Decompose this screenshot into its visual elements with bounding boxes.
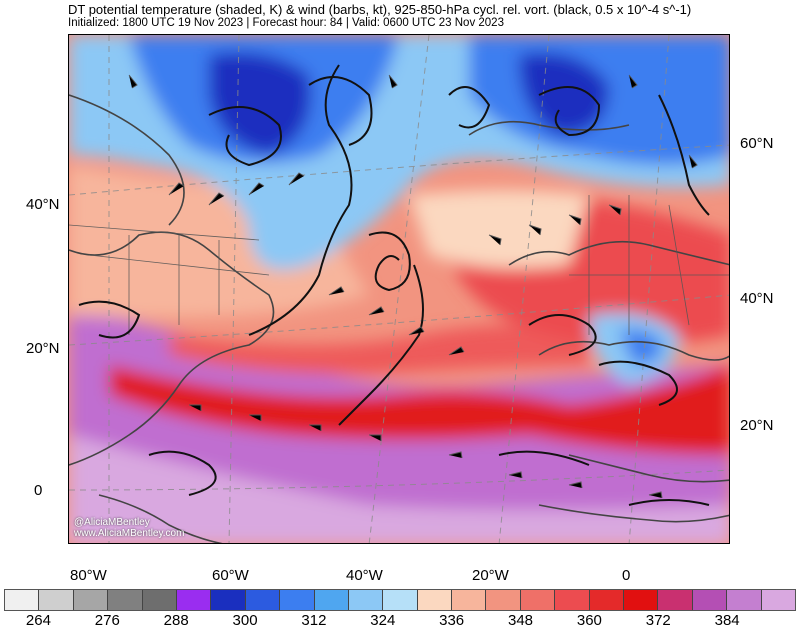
colorbar-label: 336 [439, 612, 465, 629]
colorbar-label: 360 [576, 612, 602, 629]
colorbar-label: 384 [714, 612, 740, 629]
credit-handle: @AliciaMBentley [74, 517, 150, 528]
colorbar-swatch [417, 590, 453, 610]
lon-label: 0 [622, 567, 631, 584]
colorbar-label: 276 [94, 612, 120, 629]
credit-text: @AliciaMBentley www.AliciaMBentley.com [74, 517, 184, 539]
colorbar-swatch [108, 590, 143, 610]
map-canvas [69, 35, 729, 543]
lat-label-right: 40°N [740, 290, 774, 307]
lat-label-right: 60°N [740, 135, 774, 152]
colorbar-swatch [520, 590, 556, 610]
colorbar-label: 264 [25, 612, 51, 629]
colorbar-swatch [348, 590, 384, 610]
potential-temperature-field [69, 35, 729, 543]
map-panel [68, 34, 730, 544]
colorbar-swatch [761, 590, 795, 610]
lon-label: 60°W [212, 567, 249, 584]
colorbar-swatch [142, 590, 177, 610]
colorbar-swatch [486, 590, 521, 610]
colorbar-swatch [314, 590, 349, 610]
colorbar-swatch [555, 590, 590, 610]
lat-label-left: 20°N [26, 340, 60, 357]
lon-label: 80°W [70, 567, 107, 584]
map-title: DT potential temperature (shaded, K) & w… [68, 2, 692, 17]
lat-label-right: 20°N [740, 417, 774, 434]
colorbar [4, 589, 796, 611]
lon-label: 20°W [472, 567, 509, 584]
wind-barbs [128, 74, 698, 499]
colorbar-label: 324 [370, 612, 396, 629]
colorbar-label: 300 [232, 612, 258, 629]
graticule [69, 35, 729, 543]
lat-label-left: 40°N [26, 196, 60, 213]
colorbar-swatch [39, 590, 74, 610]
colorbar-swatch [245, 590, 281, 610]
colorbar-swatch [5, 590, 40, 610]
colorbar-label: 312 [301, 612, 327, 629]
colorbar-swatch [280, 590, 315, 610]
vorticity-contours [78, 64, 710, 506]
colorbar-swatch [73, 590, 109, 610]
colorbar-swatch [452, 590, 487, 610]
colorbar-label: 372 [645, 612, 671, 629]
colorbar-swatch [383, 590, 418, 610]
colorbar-swatch [624, 590, 659, 610]
colorbar-swatch [727, 590, 762, 610]
colorbar-swatch [589, 590, 625, 610]
colorbar-label: 288 [163, 612, 189, 629]
colorbar-swatch [176, 590, 212, 610]
map-subtitle: Initialized: 1800 UTC 19 Nov 2023 | Fore… [68, 17, 504, 29]
lat-label-left: 0 [34, 482, 43, 499]
colorbar-label: 348 [508, 612, 534, 629]
colorbar-swatch [211, 590, 246, 610]
credit-site: www.AliciaMBentley.com [74, 528, 185, 539]
lon-label: 40°W [346, 567, 383, 584]
colorbar-swatch [692, 590, 728, 610]
state-borders [69, 195, 729, 335]
colorbar-swatch [658, 590, 693, 610]
